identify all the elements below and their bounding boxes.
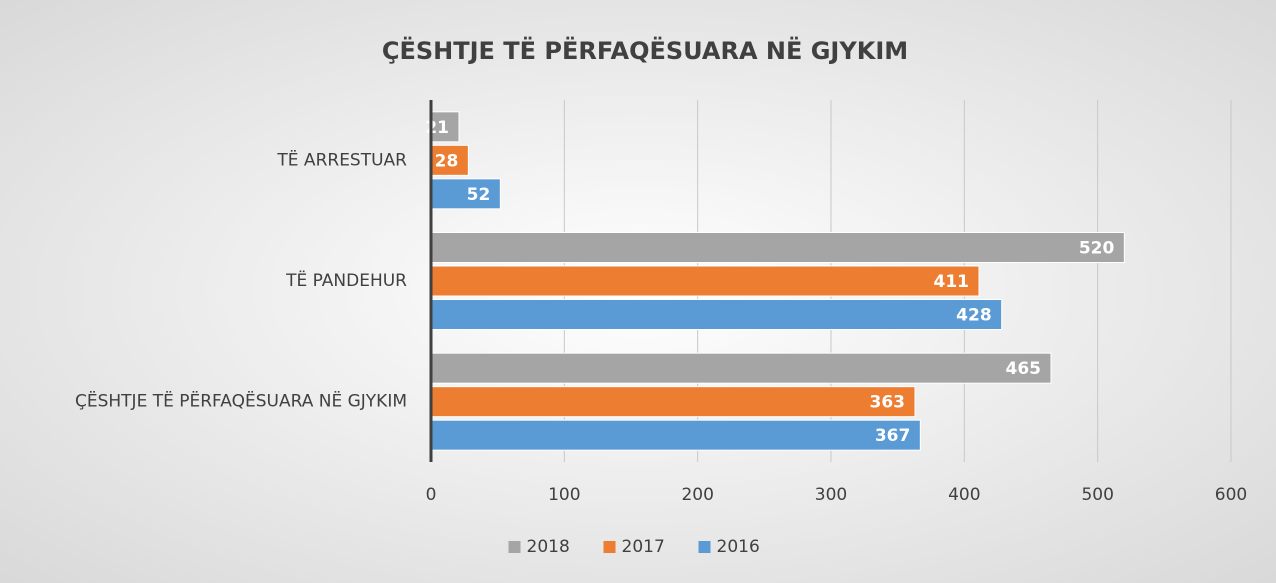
- data-label: 363: [870, 393, 906, 413]
- legend-label: 2018: [527, 537, 570, 557]
- data-label: 21: [425, 118, 449, 138]
- x-tick-label: 300: [815, 485, 847, 505]
- bar: [430, 232, 1125, 263]
- y-tick-label: ÇËSHTJE TË PËRFAQËSUARA NË GJYKIM: [75, 391, 407, 412]
- data-label: 367: [875, 426, 911, 446]
- x-tick-label: 500: [1081, 485, 1113, 505]
- legend-swatch: [603, 541, 616, 553]
- bar: [430, 386, 916, 418]
- legend-label: 2017: [622, 537, 665, 557]
- x-tick-label: 400: [948, 485, 980, 505]
- chart-title: ÇËSHTJE TË PËRFAQËSUARA NË GJYKIM: [382, 36, 908, 65]
- bar: [430, 265, 980, 297]
- bar: [430, 111, 460, 143]
- bar: [430, 299, 1003, 330]
- y-tick-label: TË PANDEHUR: [285, 270, 407, 291]
- legend-swatch: [698, 541, 711, 553]
- bar: [430, 352, 1052, 384]
- data-label: 465: [1006, 359, 1042, 379]
- data-label: 520: [1079, 239, 1115, 259]
- x-tick-label: 0: [426, 485, 437, 505]
- data-label: 428: [956, 306, 992, 326]
- x-tick-label: 600: [1215, 485, 1247, 505]
- y-tick-label: TË ARRESTUAR: [276, 149, 407, 170]
- x-tick-label: 100: [548, 485, 580, 505]
- data-label: 28: [435, 151, 459, 171]
- bar: [430, 419, 921, 451]
- x-tick-label: 200: [681, 485, 713, 505]
- data-label: 411: [934, 272, 970, 292]
- legend-swatch: [508, 541, 521, 553]
- legend-label: 2016: [717, 537, 760, 557]
- data-label: 52: [467, 185, 491, 205]
